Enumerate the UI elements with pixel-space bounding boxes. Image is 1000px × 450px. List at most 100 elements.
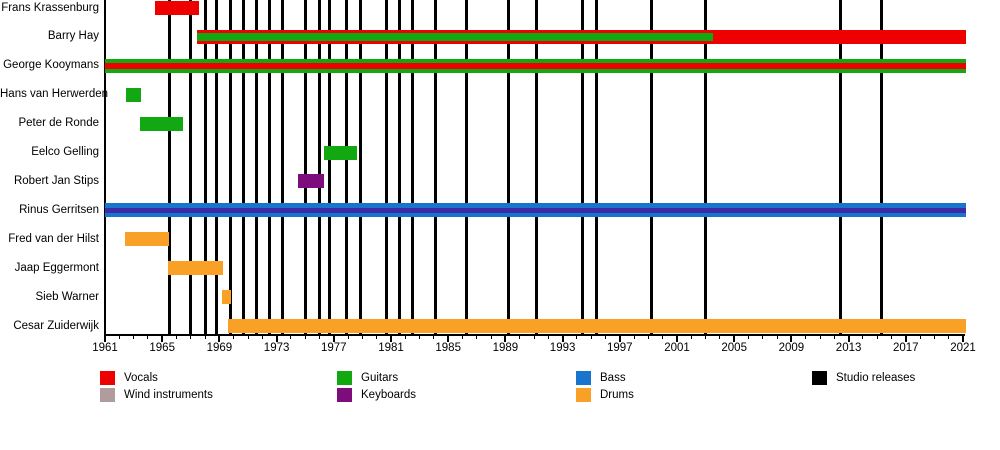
minor-tick: [762, 336, 764, 339]
minor-tick: [948, 336, 950, 339]
bass-swatch: [576, 371, 591, 385]
minor-tick: [748, 336, 749, 339]
minor-tick: [376, 336, 378, 339]
legend-item-guitars: Guitars: [337, 371, 557, 387]
timeline-bar-vocals: [105, 62, 966, 69]
year-tick-label: 2009: [778, 342, 805, 354]
minor-tick: [304, 336, 306, 339]
timeline-bar-keyboards_on_bass: [105, 207, 966, 213]
studio-release-line: [203, 0, 207, 334]
studio-release-line: [255, 0, 259, 334]
minor-tick: [891, 336, 892, 339]
legend-label: Drums: [600, 389, 634, 401]
minor-tick: [919, 336, 921, 339]
member-label: Eelco Gelling: [31, 146, 99, 159]
major-tick: [676, 336, 678, 342]
minor-tick: [118, 336, 120, 339]
minor-tick: [819, 336, 821, 339]
legend-item-vocals: Vocals: [100, 371, 320, 387]
year-tick-label: 1969: [206, 342, 233, 354]
studio-release-line: [507, 0, 511, 334]
member-label: Hans van Herwerden: [0, 88, 109, 101]
major-tick: [904, 336, 907, 342]
major-tick: [790, 336, 793, 342]
major-tick: [447, 336, 450, 342]
major-tick: [733, 336, 736, 342]
legend-item-wind: Wind instruments: [100, 388, 320, 404]
x-axis-line: [104, 334, 965, 336]
studio-release-line: [280, 0, 284, 334]
minor-tick: [319, 336, 320, 339]
studio-swatch: [812, 371, 827, 385]
major-tick: [332, 336, 335, 342]
timeline-bar-guitars: [196, 32, 713, 41]
legend-label: Studio releases: [836, 372, 916, 384]
year-tick-label: 1997: [607, 342, 633, 354]
member-label: Barry Hay: [47, 30, 99, 43]
legend-label: Keyboards: [361, 389, 416, 401]
member-label: Frans Krassenburg: [1, 1, 99, 14]
studio-release-line: [229, 0, 233, 334]
member-label: George Kooymans: [3, 59, 99, 72]
studio-release-line: [433, 0, 437, 334]
year-tick-label: 1981: [378, 342, 404, 354]
minor-tick: [247, 336, 249, 339]
member-label: Sieb Warner: [35, 290, 100, 303]
timeline-bar-keyboards: [298, 174, 324, 189]
studio-release-line: [535, 0, 539, 334]
studio-release-line: [838, 0, 842, 334]
wind-swatch: [100, 388, 115, 402]
minor-tick: [647, 336, 649, 339]
major-tick: [275, 336, 278, 342]
studio-release-line: [650, 0, 654, 334]
member-label: Peter de Ronde: [18, 117, 99, 130]
studio-release-line: [303, 0, 307, 334]
minor-tick: [476, 336, 478, 339]
minor-tick: [547, 336, 549, 339]
year-tick-label: 2001: [664, 342, 690, 354]
year-tick-label: 1985: [435, 342, 461, 354]
vocals-swatch: [100, 371, 115, 385]
year-tick-label: 2005: [721, 342, 747, 354]
year-tick-label: 2017: [893, 342, 919, 354]
legend-label: Wind instruments: [124, 389, 213, 401]
minor-tick: [490, 336, 492, 339]
minor-tick: [419, 336, 421, 339]
minor-tick: [190, 336, 192, 339]
minor-tick: [833, 336, 835, 339]
minor-tick: [805, 336, 807, 339]
year-tick-label: 2021: [950, 342, 976, 354]
legend-label: Vocals: [124, 372, 158, 384]
studio-release-line: [704, 0, 708, 334]
timeline-bar-guitars: [323, 145, 357, 160]
drums-swatch: [576, 388, 591, 402]
minor-tick: [876, 336, 878, 339]
studio-release-line: [345, 0, 349, 334]
legend-item-studio: Studio releases: [812, 371, 1000, 387]
y-axis-line: [104, 0, 106, 335]
major-tick: [962, 336, 964, 342]
timeline-bar-vocals: [155, 1, 200, 15]
major-tick: [504, 336, 507, 342]
timeline-bar-drums: [222, 290, 231, 305]
minor-tick: [361, 336, 363, 339]
minor-tick: [776, 336, 778, 339]
minor-tick: [576, 336, 578, 339]
minor-tick: [690, 336, 692, 339]
guitars-swatch: [337, 371, 352, 385]
year-tick-label: 1977: [321, 342, 347, 354]
minor-tick: [705, 336, 707, 339]
studio-release-line: [879, 0, 883, 334]
minor-tick: [519, 336, 521, 339]
minor-tick: [605, 336, 606, 339]
studio-release-line: [465, 0, 469, 334]
legend-item-drums: Drums: [576, 388, 796, 404]
legend-item-bass: Bass: [576, 371, 796, 387]
minor-tick: [261, 336, 263, 339]
timeline-bar-drums: [125, 232, 170, 247]
year-tick-label: 1993: [549, 342, 576, 354]
timeline-bar-guitars: [140, 116, 183, 131]
major-tick: [218, 336, 221, 342]
studio-release-line: [189, 0, 193, 334]
